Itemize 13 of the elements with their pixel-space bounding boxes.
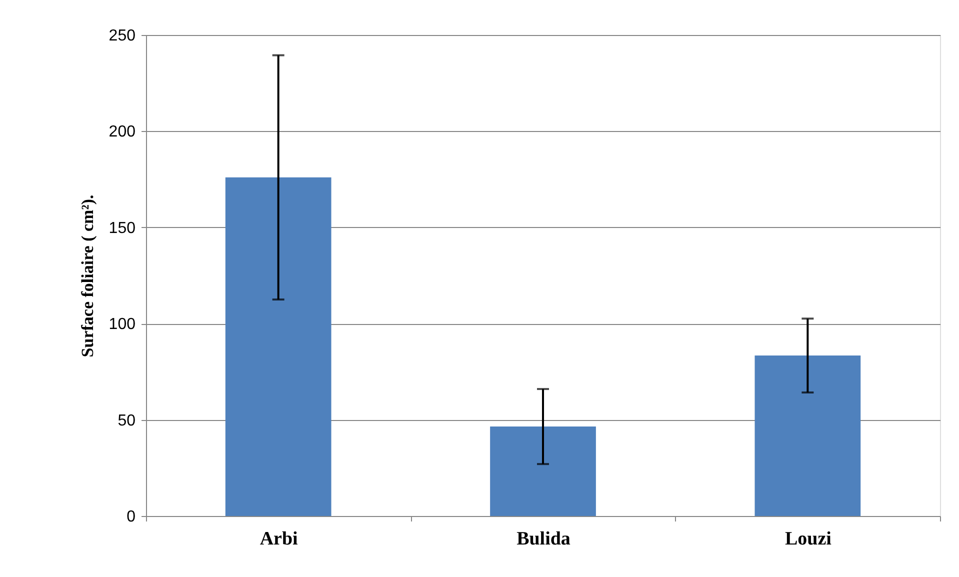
y-tick-label: 250 xyxy=(108,28,136,44)
y-tick-label: 200 xyxy=(108,124,136,141)
bar xyxy=(754,356,861,516)
x-tick-label: Louzi xyxy=(784,528,832,550)
y-tick-label: 150 xyxy=(108,220,136,237)
y-tick-label: 100 xyxy=(108,316,136,334)
y-axis-title: Surface foliaire ( cm²). xyxy=(78,194,97,358)
bar xyxy=(225,177,332,516)
x-tick-label: Bulida xyxy=(516,528,571,550)
y-tick-label: 0 xyxy=(126,508,136,526)
bar xyxy=(490,426,596,516)
x-tick-label: Arbi xyxy=(260,528,298,550)
y-tick-label: 50 xyxy=(118,412,136,430)
